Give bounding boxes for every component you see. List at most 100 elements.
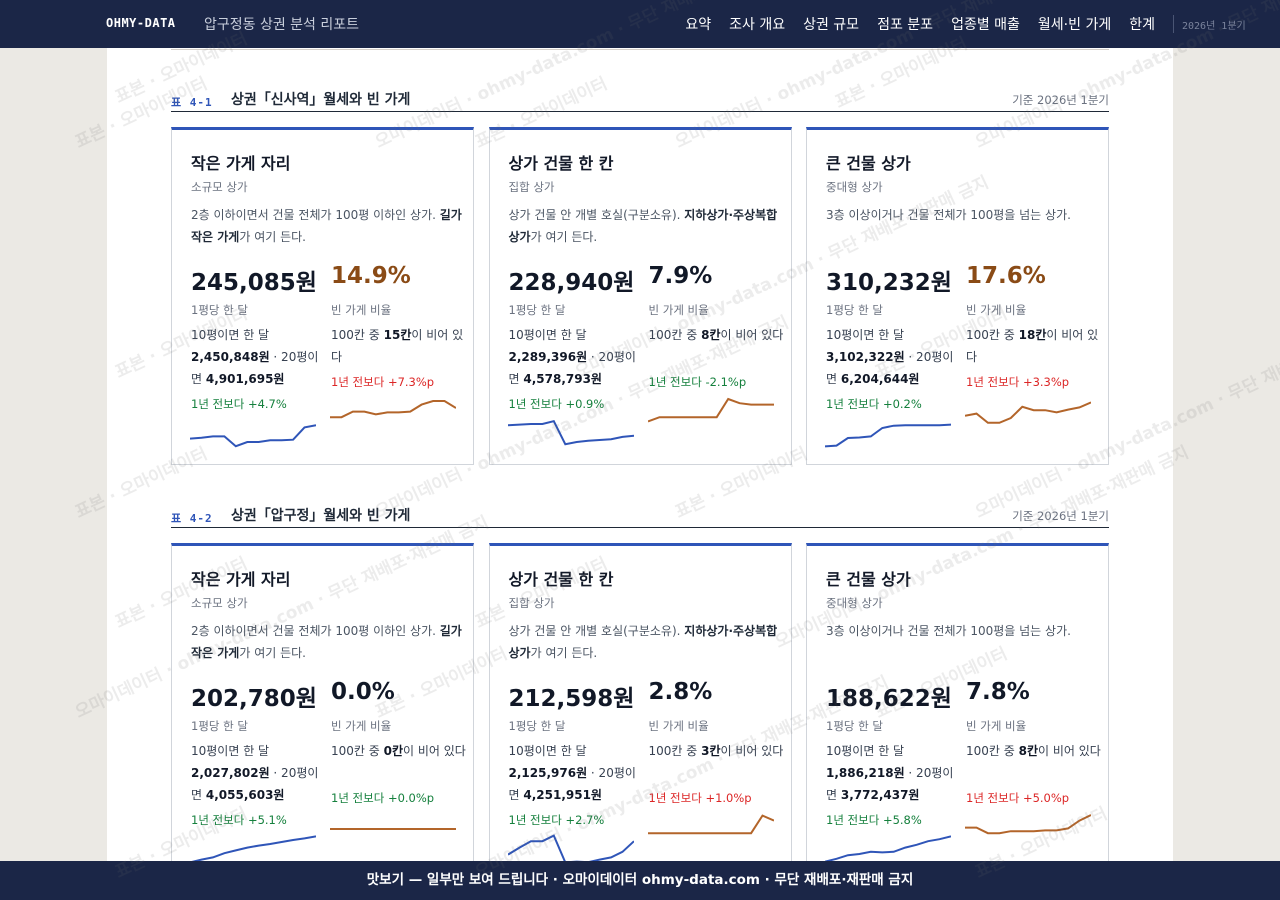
nav-summary[interactable]: 요약: [685, 17, 712, 33]
vacancy-explainer: 100칸 중 3칸이 비어 있다: [648, 744, 784, 758]
rent-unit-label: 1평당 한 달: [191, 719, 248, 733]
vacancy-rate: 17.6%: [966, 263, 1046, 289]
table-header: 표 4-2 상권「압구정」월세와 빈 가게 기준 2026년 1분기: [171, 500, 1109, 528]
vacancy-unit-label: 빈 가게 비율: [648, 719, 709, 733]
rent-per-pyeong: 228,940원: [508, 270, 635, 296]
rent-unit-label: 1평당 한 달: [508, 719, 566, 733]
rent-unit-label: 1평당 한 달: [826, 303, 883, 317]
vacancy-sparkline: [330, 400, 456, 419]
vacancy-change: 1년 전보다 +0.0%p: [331, 791, 435, 805]
vacancy-change: 1년 전보다 +5.0%p: [966, 791, 1070, 805]
card-subtitle: 중대형 상가: [826, 180, 883, 194]
nav-market-size[interactable]: 상권 규모: [803, 17, 860, 33]
card-title: 큰 건물 상가: [826, 154, 911, 173]
vacancy-rate: 2.8%: [648, 679, 713, 705]
rent-change: 1년 전보다 +5.1%: [191, 813, 287, 827]
rent-per-pyeong: 202,780원: [191, 686, 317, 712]
vacancy-sparkline: [330, 828, 456, 830]
rent-vacancy-table: 표 4-2 상권「압구정」월세와 빈 가게 기준 2026년 1분기 작은 가게…: [171, 500, 1109, 861]
rent-example: 10평이면 한 달 3,102,322원 · 20평이면 6,204,644원: [826, 328, 954, 386]
vacancy-change: 1년 전보다 +3.3%p: [966, 375, 1070, 389]
table-number: 표 4-2: [171, 512, 213, 525]
card-title: 작은 가게 자리: [191, 154, 291, 173]
card-description: 2층 이하이면서 건물 전체가 100평 이하인 상가. 길가 작은 가게가 여…: [191, 624, 462, 660]
store-type-card: 큰 건물 상가 중대형 상가 3층 이상이거나 건물 전체가 100평을 넘는 …: [806, 127, 1109, 465]
rent-per-pyeong: 310,232원: [826, 270, 952, 296]
store-type-card: 작은 가게 자리 소규모 상가 2층 이하이면서 건물 전체가 100평 이하인…: [171, 543, 474, 861]
vacancy-explainer: 100칸 중 8칸이 비어 있다: [648, 328, 784, 342]
rent-vacancy-table: 표 4-1 상권「신사역」월세와 빈 가게 기준 2026년 1분기 작은 가게…: [171, 84, 1109, 465]
rent-change: 1년 전보다 +4.7%: [191, 397, 287, 411]
vacancy-unit-label: 빈 가게 비율: [331, 303, 392, 317]
card-subtitle: 소규모 상가: [191, 180, 248, 194]
vacancy-change: 1년 전보다 +7.3%p: [331, 375, 435, 389]
report-page: 표 4-1 상권「신사역」월세와 빈 가게 기준 2026년 1분기 작은 가게…: [107, 48, 1173, 861]
vacancy-sparkline: [647, 814, 774, 835]
table-title: 상권「압구정」월세와 빈 가게: [231, 508, 411, 524]
rent-change: 1년 전보다 +0.2%: [826, 397, 922, 411]
vacancy-unit-label: 빈 가게 비율: [331, 719, 392, 733]
nav-sales-by-industry[interactable]: 업종별 매출: [951, 17, 1020, 33]
vacancy-sparkline: [965, 814, 1091, 835]
vacancy-unit-label: 빈 가게 비율: [966, 719, 1027, 733]
card-title: 상가 건물 한 칸: [508, 154, 614, 173]
table-title: 상권「신사역」월세와 빈 가게: [231, 92, 411, 108]
card-title: 큰 건물 상가: [826, 570, 911, 589]
rent-example: 10평이면 한 달 2,289,396원 · 20평이면 4,578,793원: [508, 328, 636, 386]
card-row: 작은 가게 자리 소규모 상가 2층 이하이면서 건물 전체가 100평 이하인…: [171, 127, 1109, 465]
rent-sparkline: [191, 835, 316, 861]
store-type-card: 작은 가게 자리 소규모 상가 2층 이하이면서 건물 전체가 100평 이하인…: [171, 127, 474, 465]
rent-unit-label: 1평당 한 달: [191, 303, 248, 317]
rent-per-pyeong: 245,085원: [191, 270, 317, 296]
store-type-card: 큰 건물 상가 중대형 상가 3층 이상이거나 건물 전체가 100평을 넘는 …: [806, 543, 1109, 861]
card-description: 상가 건물 안 개별 호실(구분소유). 지하상가·주상복합 상가가 여기 든다…: [508, 208, 778, 244]
vacancy-rate: 7.8%: [966, 679, 1030, 705]
rent-example: 10평이면 한 달 2,450,848원 · 20평이면 4,901,695원: [191, 328, 319, 386]
nav-limitations[interactable]: 한계: [1129, 17, 1155, 33]
card-description: 3층 이상이거나 건물 전체가 100평을 넘는 상가.: [826, 208, 1071, 222]
rent-example: 10평이면 한 달 1,886,218원 · 20평이면 3,772,437원: [826, 744, 954, 802]
vacancy-unit-label: 빈 가게 비율: [966, 303, 1027, 317]
rent-sparkline: [825, 835, 951, 861]
rent-example: 10평이면 한 달 2,027,802원 · 20평이면 4,055,603원: [191, 744, 319, 802]
rent-example: 10평이면 한 달 2,125,976원 · 20평이면 4,251,951원: [508, 744, 636, 802]
card-title: 상가 건물 한 칸: [508, 570, 614, 589]
table-date: 기준 2026년 1분기: [1012, 93, 1109, 107]
table-number: 표 4-1: [171, 96, 213, 109]
card-description: 3층 이상이거나 건물 전체가 100평을 넘는 상가.: [826, 624, 1071, 638]
nav-overview[interactable]: 조사 개요: [729, 17, 786, 33]
rent-per-pyeong: 212,598원: [508, 686, 635, 712]
vacancy-rate: 14.9%: [331, 263, 411, 289]
rent-unit-label: 1평당 한 달: [508, 303, 566, 317]
rent-sparkline: [825, 423, 951, 448]
rent-sparkline: [507, 834, 634, 861]
card-row: 작은 가게 자리 소규모 상가 2층 이하이면서 건물 전체가 100평 이하인…: [171, 543, 1109, 861]
store-type-card: 상가 건물 한 칸 집합 상가 상가 건물 안 개별 호실(구분소유). 지하상…: [488, 127, 792, 465]
vacancy-explainer: 100칸 중 18칸이 비어 있다: [966, 328, 1099, 364]
card-subtitle: 집합 상가: [508, 180, 555, 194]
rent-change: 1년 전보다 +2.7%: [508, 813, 605, 827]
rent-change: 1년 전보다 +5.8%: [826, 813, 922, 827]
nav-rent-vacancy[interactable]: 월세·빈 가게: [1037, 17, 1112, 33]
preview-banner: 맛보기 — 일부만 보여 드립니다 · 오마이데이터 ohmy-data.com…: [0, 861, 1280, 900]
card-description: 2층 이하이면서 건물 전체가 100평 이하인 상가. 길가 작은 가게가 여…: [191, 208, 462, 244]
card-description: 상가 건물 안 개별 호실(구분소유). 지하상가·주상복합 상가가 여기 든다…: [508, 624, 778, 660]
vacancy-explainer: 100칸 중 0칸이 비어 있다: [331, 744, 466, 758]
nav-menu: 요약 조사 개요 상권 규모 점포 분포 업종별 매출 월세·빈 가게 한계 2…: [685, 0, 1280, 48]
store-type-card: 상가 건물 한 칸 집합 상가 상가 건물 안 개별 호실(구분소유). 지하상…: [488, 543, 792, 861]
vacancy-unit-label: 빈 가게 비율: [648, 303, 709, 317]
vacancy-change: 1년 전보다 +1.0%p: [648, 791, 752, 805]
card-title: 작은 가게 자리: [191, 570, 291, 589]
card-subtitle: 중대형 상가: [826, 596, 883, 610]
vacancy-explainer: 100칸 중 8칸이 비어 있다: [966, 744, 1101, 758]
rent-change: 1년 전보다 +0.9%: [508, 397, 605, 411]
vacancy-sparkline: [965, 401, 1091, 424]
brand-logo[interactable]: OHMY-DATA: [106, 16, 176, 30]
vacancy-rate: 7.9%: [648, 263, 713, 289]
divider: [171, 48, 1109, 50]
rent-unit-label: 1평당 한 달: [826, 719, 883, 733]
nav-store-distribution[interactable]: 점포 분포: [877, 17, 934, 33]
card-subtitle: 집합 상가: [508, 596, 555, 610]
vacancy-sparkline: [647, 397, 774, 423]
report-title: 압구정동 상권 분석 리포트: [204, 17, 360, 33]
